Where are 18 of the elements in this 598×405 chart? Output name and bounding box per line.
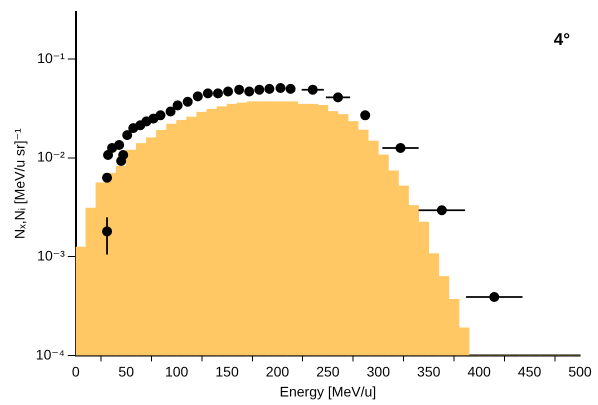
- x-tick-label: 350: [417, 364, 441, 380]
- x-tick-label: 0: [72, 364, 80, 380]
- y-tick-label: 10⁻⁴: [36, 346, 65, 362]
- x-tick-label: 200: [266, 364, 290, 380]
- x-tick-label: 100: [164, 364, 189, 380]
- annotation: 4°: [554, 30, 570, 50]
- x-tick-label: 400: [467, 364, 492, 380]
- y-tick-label: 10⁻¹: [37, 50, 66, 66]
- x-tick-label: 250: [316, 364, 340, 380]
- x-tick-label: 450: [518, 364, 542, 380]
- y-tick-label: 10⁻²: [37, 148, 66, 165]
- y-tick-label: 10⁻³: [37, 248, 66, 264]
- y-axis-title: Nₓ,Nᵢ [MeV/u sr]⁻¹: [11, 128, 28, 240]
- x-tick-label: 500: [568, 364, 592, 380]
- x-axis-title: Energy [MeV/u]: [280, 383, 376, 400]
- x-tick-label: 300: [366, 364, 390, 380]
- x-tick-label: 150: [215, 364, 239, 380]
- x-tick-label: 50: [118, 364, 134, 380]
